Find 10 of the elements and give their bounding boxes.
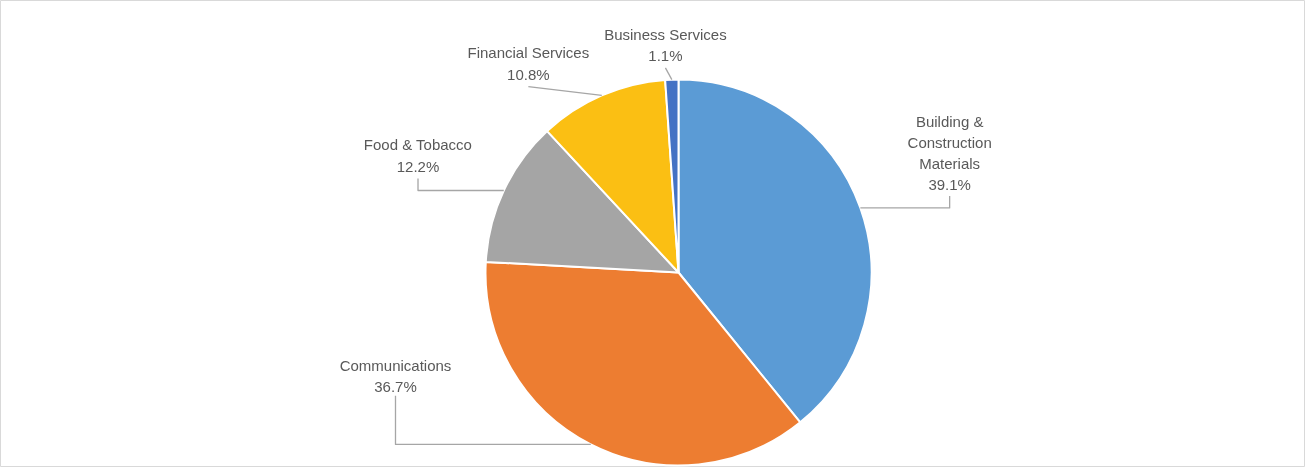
data-label: 10.8%	[507, 65, 550, 83]
slice-label: Business Services	[604, 25, 727, 43]
data-label: 1.1%	[648, 47, 683, 65]
data-label: 36.7%	[374, 377, 417, 395]
slice-label: Food & Tobacco	[363, 136, 472, 154]
data-label: 39.1%	[928, 176, 971, 194]
data-label: 12.2%	[396, 157, 440, 175]
slice-label: Building & Construction Materials	[907, 112, 992, 173]
slice-label: Communications	[339, 356, 452, 374]
slice-label: Financial Services	[467, 44, 590, 62]
